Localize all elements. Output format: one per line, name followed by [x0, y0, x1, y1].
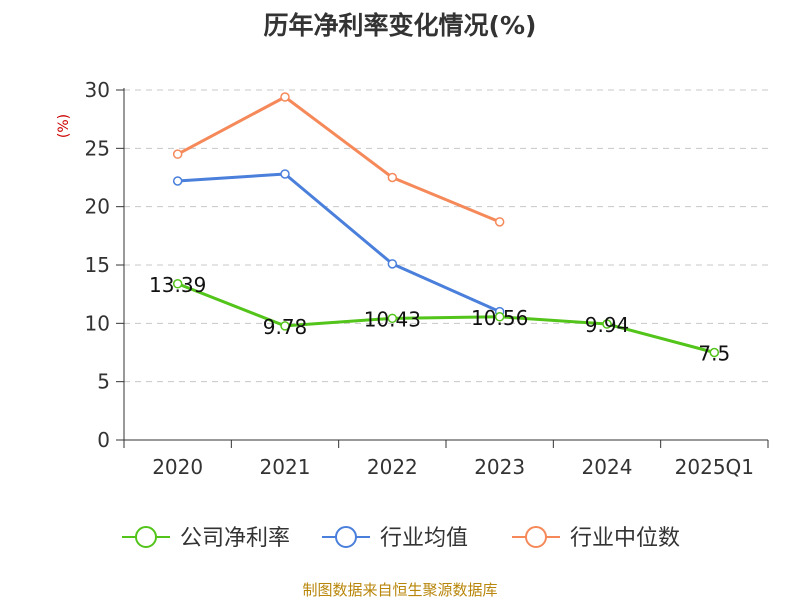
data-point — [602, 319, 612, 329]
data-point — [172, 279, 183, 289]
y-tick-label: 30 — [85, 78, 110, 102]
data-label: 9.94 — [585, 313, 630, 337]
legend-label: 行业中位数 — [570, 526, 680, 551]
data-point — [280, 321, 290, 331]
data-point — [172, 149, 183, 159]
y-tick-label: 0 — [97, 428, 110, 452]
data-point — [494, 312, 505, 322]
series-line-2 — [176, 95, 501, 224]
legend-marker — [335, 526, 357, 548]
y-tick-label: 5 — [97, 370, 110, 394]
data-point — [172, 176, 183, 186]
x-tick-label: 2025Q1 — [675, 455, 754, 479]
x-tick-label: 2020 — [152, 455, 203, 479]
data-label: 7.5 — [698, 342, 730, 366]
data-label: 10.43 — [364, 307, 421, 331]
data-point — [387, 172, 398, 183]
data-label: 9.78 — [263, 315, 308, 339]
series-line-0 — [177, 282, 715, 354]
legend-label: 公司净利率 — [180, 526, 290, 551]
data-point — [387, 259, 398, 269]
x-tick-label: 2022 — [367, 455, 418, 479]
legend-marker — [525, 526, 547, 548]
y-tick-label: 25 — [85, 136, 110, 160]
legend-marker — [135, 526, 157, 548]
data-label: 13.39 — [149, 273, 206, 297]
data-source-note: 制图数据来自恒生聚源数据库 — [302, 581, 498, 599]
legend-item-1[interactable]: 行业均值 — [322, 526, 468, 551]
chart-title: 历年净利率变化情况(%) — [263, 11, 537, 40]
legend-item-2[interactable]: 行业中位数 — [512, 526, 680, 551]
x-tick-label: 2023 — [474, 455, 525, 479]
data-labels: 13.39 9.78 10.43 10.56 9.94 7.5 — [149, 273, 730, 366]
data-point — [280, 92, 290, 102]
data-point — [709, 347, 720, 358]
x-tick-label: 2021 — [260, 455, 311, 479]
data-point — [280, 169, 290, 179]
series-line-1 — [177, 172, 501, 314]
series-lines — [172, 92, 720, 358]
y-tick-label: 15 — [85, 253, 110, 277]
data-point — [387, 313, 398, 324]
data-point — [494, 217, 505, 227]
data-label: 10.56 — [471, 306, 528, 330]
legend: 公司净利率 行业均值 行业中位数 — [122, 526, 680, 551]
grid-lines — [124, 89, 768, 383]
y-tick-label: 10 — [85, 311, 110, 335]
x-tick-label: 2024 — [582, 455, 633, 479]
y-axis-unit-label: (%) — [56, 114, 72, 138]
legend-item-0[interactable]: 公司净利率 — [122, 526, 290, 551]
legend-label: 行业均值 — [380, 526, 468, 551]
axes: 0 5 10 15 20 25 30 2020 2021 2022 2023 2024 2025Q1 — [85, 78, 769, 479]
y-tick-label: 20 — [85, 195, 110, 219]
